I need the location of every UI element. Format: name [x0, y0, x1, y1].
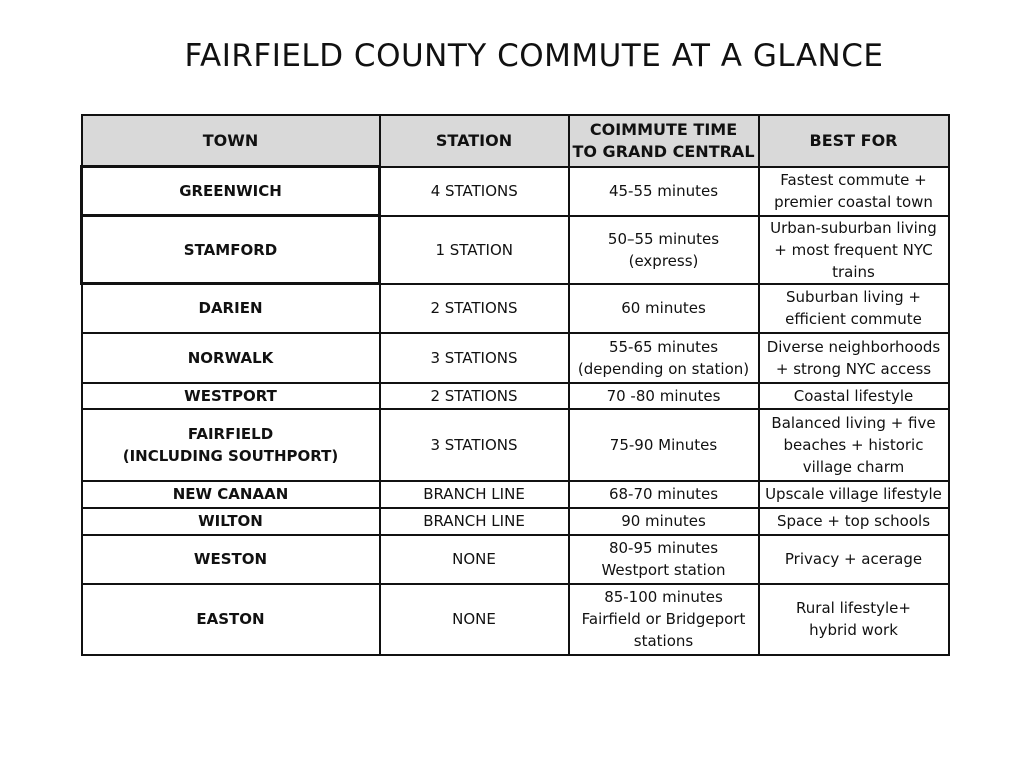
header-town: TOWN [80, 114, 381, 168]
table-row: EASTON NONE 85-100 minutes Fairfield or Br… [80, 582, 950, 656]
commute-time-cell: 90 minutes [567, 506, 760, 536]
town-cell: NEW CANAAN [80, 479, 381, 509]
table-row: DARIEN 2 STATIONS 60 minutes Suburban livin… [80, 282, 950, 334]
best-for-cell: Diverse neighborhoods + strong NYC acces… [757, 331, 950, 384]
town-cell: EASTON [80, 582, 381, 656]
station-cell: BRANCH LINE [378, 479, 570, 509]
commute-time-cell: 60 minutes [567, 282, 760, 334]
station-cell: 2 STATIONS [378, 282, 570, 334]
commute-time-cell: 75-90 Minutes [567, 407, 760, 482]
station-cell: 2 STATIONS [378, 381, 570, 410]
town-cell: DARIEN [80, 282, 381, 334]
station-cell: 4 STATIONS [378, 165, 570, 217]
table-row: NORWALK 3 STATIONS 55-65 minutes (dependin… [80, 331, 950, 384]
best-for-cell: Suburban living + efficient commute [757, 282, 950, 334]
page-title: FAIRFIELD COUNTY COMMUTE AT A GLANCE [184, 38, 884, 74]
best-for-cell: Rural lifestyle+ hybrid work [757, 582, 950, 656]
station-cell: 3 STATIONS [378, 407, 570, 482]
best-for-cell: Upscale village lifestyle [757, 479, 950, 509]
table-row: WILTON BRANCH LINE 90 minutes Space + top s… [80, 506, 950, 536]
table-row: NEW CANAAN BRANCH LINE 68-70 minutes Upscal… [80, 479, 950, 509]
table-row: STAMFORD 1 STATION 50–55 minutes (express)… [80, 214, 950, 285]
commute-time-cell: 70 -80 minutes [567, 381, 760, 410]
station-cell: NONE [378, 582, 570, 656]
table-row: WESTPORT 2 STATIONS 70 -80 minutes Coastal … [80, 381, 950, 410]
best-for-cell: Privacy + acerage [757, 533, 950, 585]
best-for-cell: Coastal lifestyle [757, 381, 950, 410]
header-row: TOWN STATION COIMMUTE TIME TO GRAND CENT… [80, 114, 950, 168]
town-cell: WESTPORT [80, 381, 381, 410]
town-cell: GREENWICH [80, 165, 381, 217]
station-cell: 3 STATIONS [378, 331, 570, 384]
commute-time-cell: 55-65 minutes (depending on station) [567, 331, 760, 384]
commute-time-cell: 50–55 minutes (express) [567, 214, 760, 285]
best-for-cell: Fastest commute + premier coastal town [757, 165, 950, 217]
station-cell: 1 STATION [378, 214, 570, 285]
header-commute-time: COIMMUTE TIME TO GRAND CENTRAL [567, 114, 760, 168]
commute-time-cell: 80-95 minutes Westport station [567, 533, 760, 585]
table-row: GREENWICH 4 STATIONS 45-55 minutes Fastest … [80, 165, 950, 217]
commute-table: TOWN STATION COIMMUTE TIME TO GRAND CENT… [80, 114, 950, 656]
best-for-cell: Space + top schools [757, 506, 950, 536]
commute-time-cell: 45-55 minutes [567, 165, 760, 217]
table-row: FAIRFIELD (INCLUDING SOUTHPORT) 3 STATION… [80, 407, 950, 482]
best-for-cell: Balanced living + five beaches + histori… [757, 407, 950, 482]
header-best-for: BEST FOR [757, 114, 950, 168]
town-cell: STAMFORD [80, 214, 381, 285]
station-cell: BRANCH LINE [378, 506, 570, 536]
town-cell: NORWALK [80, 331, 381, 384]
table-row: WESTON NONE 80-95 minutes Westport station… [80, 533, 950, 585]
town-cell: FAIRFIELD (INCLUDING SOUTHPORT) [80, 407, 381, 482]
town-cell: WESTON [80, 533, 381, 585]
commute-time-cell: 68-70 minutes [567, 479, 760, 509]
header-station: STATION [378, 114, 570, 168]
commute-time-cell: 85-100 minutes Fairfield or Bridgeport s… [567, 582, 760, 656]
best-for-cell: Urban-suburban living + most frequent NY… [757, 214, 950, 285]
station-cell: NONE [378, 533, 570, 585]
town-cell: WILTON [80, 506, 381, 536]
